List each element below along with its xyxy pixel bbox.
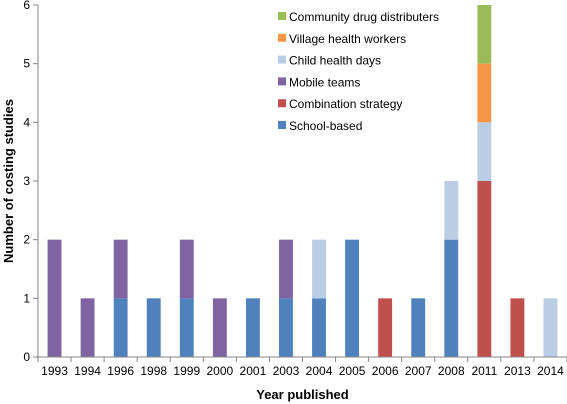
legend-label: Village health workers (289, 32, 406, 46)
x-tick-label: 2007 (405, 364, 432, 378)
bar-segment (543, 298, 558, 357)
bar-segment (146, 298, 161, 357)
bar-segment (312, 298, 326, 357)
y-tick-label: 4 (23, 115, 30, 129)
bar-segment (378, 298, 393, 357)
bar-segment (510, 298, 525, 357)
legend-swatch (278, 33, 286, 42)
legend-label: Child health days (289, 54, 381, 68)
x-tick-label: 1996 (107, 364, 134, 378)
x-tick-label: 1993 (41, 364, 68, 378)
y-tick-label: 3 (23, 174, 30, 188)
x-tick-label: 2001 (240, 364, 267, 378)
bar-segment (179, 298, 194, 357)
legend: Community drug distributers Village healt… (278, 10, 439, 133)
x-tick-label: 2014 (537, 364, 564, 378)
bar-segment (411, 298, 426, 357)
y-tick-label: 1 (23, 291, 30, 305)
y-tick-label: 5 (23, 57, 30, 71)
bar-segment (113, 298, 128, 357)
axes-layer: 0 1 2 3 4 5 6 1993 1994 1996 1998 1999 2000 2001 2003 2… (23, 0, 567, 378)
legend-swatch (278, 99, 286, 108)
legend-label: School-based (289, 119, 362, 133)
x-tick-label: 2003 (273, 364, 300, 378)
bar-segment (312, 239, 326, 299)
x-tick-label: 2011 (471, 364, 497, 378)
bar-segment (47, 239, 62, 357)
bar-segment (179, 239, 194, 299)
legend-label: Community drug distributers (289, 10, 439, 24)
bar-segment (477, 63, 492, 123)
bar-segment (477, 181, 492, 357)
bar-segment (279, 239, 293, 299)
bar-segment (80, 298, 95, 357)
legend-swatch (278, 12, 286, 20)
bar-segment (212, 298, 227, 357)
x-axis-title: Year published (256, 387, 349, 402)
y-tick-label: 0 (23, 350, 30, 364)
legend-label: Mobile teams (289, 75, 360, 89)
bar-segment (444, 239, 459, 357)
bar-segment (444, 181, 459, 240)
bar-segment (245, 298, 260, 357)
legend-swatch (278, 55, 286, 64)
bar-segment (345, 239, 360, 357)
legend-label: Combination strategy (289, 97, 402, 111)
legend-swatch (278, 77, 286, 86)
bars-layer (47, 5, 558, 357)
x-tick-label: 1994 (74, 364, 101, 378)
x-tick-label: 2006 (372, 364, 399, 378)
x-tick-label: 2004 (306, 364, 333, 378)
x-tick-label: 2013 (504, 364, 531, 378)
bar-segment (279, 298, 293, 357)
x-tick-label: 2008 (438, 364, 465, 378)
x-tick-label: 1998 (140, 364, 167, 378)
bar-segment (477, 5, 492, 64)
x-tick-label: 2005 (339, 364, 366, 378)
bar-segment (477, 122, 492, 181)
x-tick-label: 2000 (206, 364, 233, 378)
y-tick-label: 6 (23, 0, 30, 12)
y-tick-label: 2 (23, 233, 30, 247)
bar-segment (113, 239, 128, 299)
y-axis-title: Number of costing studies (1, 99, 16, 263)
x-tick-label: 1999 (173, 364, 200, 378)
legend-swatch (278, 121, 286, 129)
